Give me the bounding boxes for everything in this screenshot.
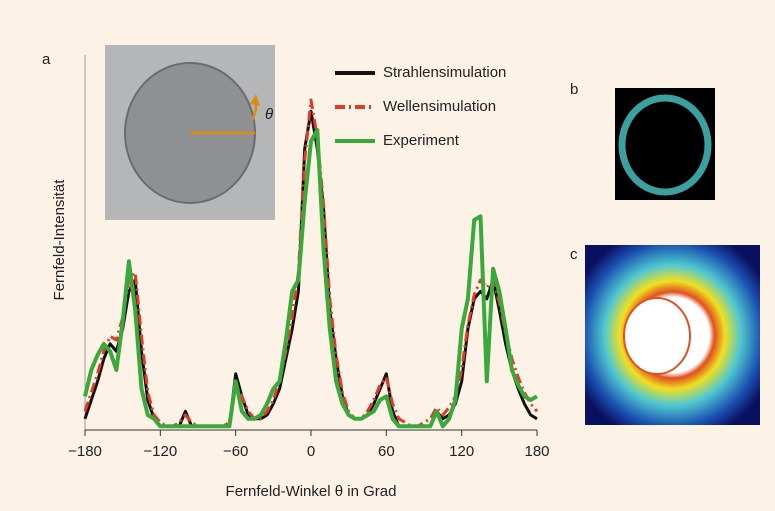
panel-label: a <box>42 51 51 68</box>
legend-label: Strahlensimulation <box>383 64 506 81</box>
x-tick-label: −120 <box>143 443 177 460</box>
y-axis-label: Fernfeld-Intensität <box>51 179 68 301</box>
inset-label: θ <box>265 106 273 123</box>
legend-label: Experiment <box>383 132 460 149</box>
panel-label: b <box>570 81 578 98</box>
legend-label: Wellensimulation <box>383 98 496 115</box>
x-tick-label: 60 <box>378 443 395 460</box>
panel-c-disk <box>624 298 690 374</box>
x-tick-label: −180 <box>68 443 102 460</box>
page: θ a b c Fernfeld-Winkel θ in Grad Fernfe… <box>0 0 775 511</box>
x-tick-label: 0 <box>307 443 315 460</box>
x-tick-label: 180 <box>524 443 549 460</box>
panel-b-image <box>615 88 715 200</box>
x-tick-label: −60 <box>223 443 248 460</box>
x-tick-label: 120 <box>449 443 474 460</box>
panel-label: c <box>570 246 578 263</box>
figure: θ a b c Fernfeld-Winkel θ in Grad Fernfe… <box>0 0 775 511</box>
x-axis-label: Fernfeld-Winkel θ in Grad <box>226 483 397 500</box>
